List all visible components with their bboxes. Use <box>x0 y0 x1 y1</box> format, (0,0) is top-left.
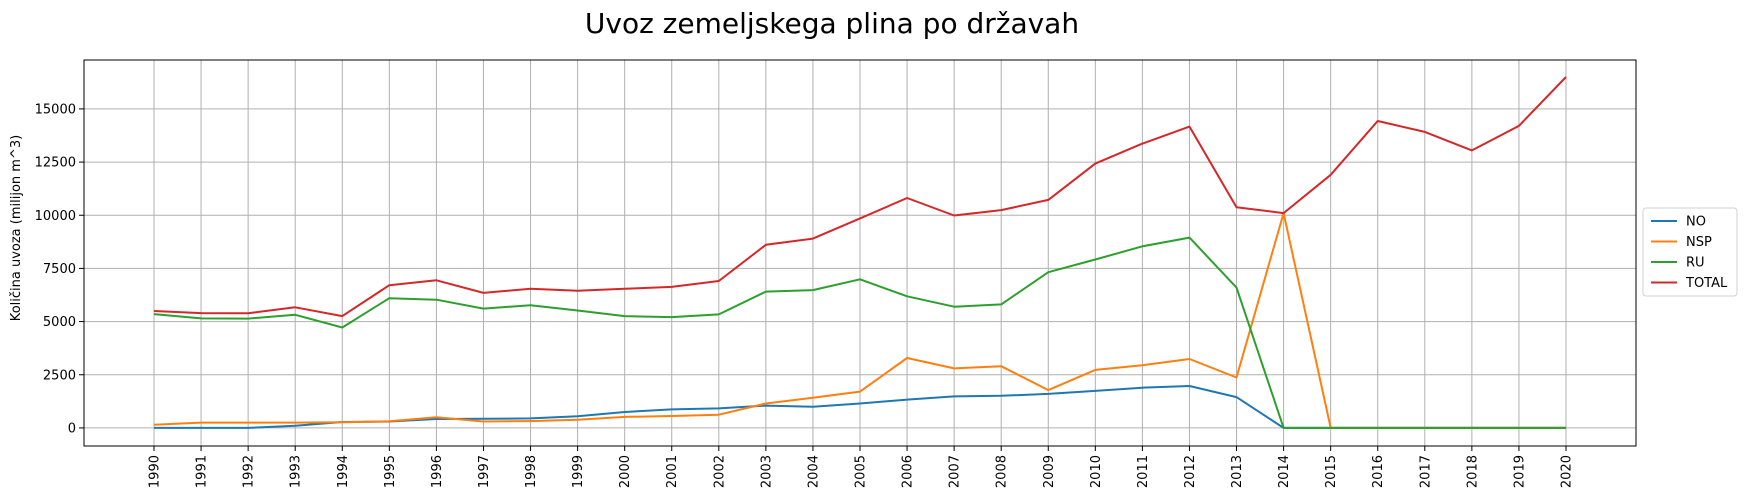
y-tick-label: 5000 <box>43 315 76 330</box>
x-tick-label: 2006 <box>901 455 916 488</box>
y-axis-label: Količina uvoza (milijon m^3) <box>9 135 24 321</box>
x-tick-label: 2009 <box>1042 455 1057 488</box>
legend-label: TOTAL <box>1685 276 1728 291</box>
x-tick-label: 2019 <box>1512 455 1527 488</box>
x-tick-label: 1996 <box>430 455 445 488</box>
x-tick-label: 2004 <box>806 455 821 488</box>
chart-title: Uvoz zemeljskega plina po državah <box>585 7 1079 40</box>
x-tick-label: 2001 <box>665 455 680 488</box>
x-tick-label: 1999 <box>571 455 586 488</box>
y-tick-label: 12500 <box>35 156 76 171</box>
x-tick-label: 1994 <box>336 455 351 488</box>
x-tick-label: 2000 <box>618 455 633 488</box>
x-tick-label: 1990 <box>148 455 163 488</box>
y-tick-label: 0 <box>68 421 76 436</box>
x-tick-label: 2016 <box>1371 455 1386 488</box>
x-tick-label: 2020 <box>1560 455 1575 488</box>
legend: NO NSP RU TOTAL <box>1642 207 1738 297</box>
y-tick-label: 7500 <box>43 262 76 277</box>
x-tick-label: 2013 <box>1230 455 1245 488</box>
legend-box <box>1642 207 1738 297</box>
y-tick-label: 15000 <box>35 102 76 117</box>
x-tick-label: 1995 <box>383 455 398 488</box>
series-lines <box>153 76 1567 429</box>
x-tick-label: 1992 <box>242 455 257 488</box>
x-tick-label: 1997 <box>477 455 492 488</box>
y-tick-label: 10000 <box>35 209 76 224</box>
x-tick-label: 2008 <box>995 455 1010 488</box>
x-tick-label: 2010 <box>1089 455 1104 488</box>
x-tick-label: 2011 <box>1136 455 1151 488</box>
x-tick-label: 2015 <box>1324 455 1339 488</box>
series-line-total <box>153 76 1567 318</box>
x-tick-label: 1998 <box>524 455 539 488</box>
x-axis-ticks: 1990 1991 1992 1993 1994 1995 1996 1997 1998 1999… <box>148 446 1575 488</box>
x-tick-label: 2005 <box>854 455 869 488</box>
x-tick-label: 2002 <box>712 455 727 488</box>
x-tick-label: 2014 <box>1277 455 1292 488</box>
y-axis-ticks: 0 2500 5000 7500 10000 12500 15000 <box>35 102 84 436</box>
grid <box>84 60 1636 446</box>
series-line-ru <box>153 236 1566 429</box>
x-tick-label: 2007 <box>948 455 963 488</box>
x-tick-label: 1993 <box>289 455 304 488</box>
x-tick-label: 2003 <box>759 455 774 488</box>
y-tick-label: 2500 <box>43 368 76 383</box>
x-tick-label: 2018 <box>1465 455 1480 488</box>
x-tick-label: 2017 <box>1418 455 1433 488</box>
legend-label: NSP <box>1686 235 1712 250</box>
x-tick-label: 1991 <box>195 455 210 488</box>
x-tick-label: 2012 <box>1183 455 1198 488</box>
legend-label: RU <box>1686 256 1705 271</box>
legend-label: NO <box>1686 215 1706 230</box>
